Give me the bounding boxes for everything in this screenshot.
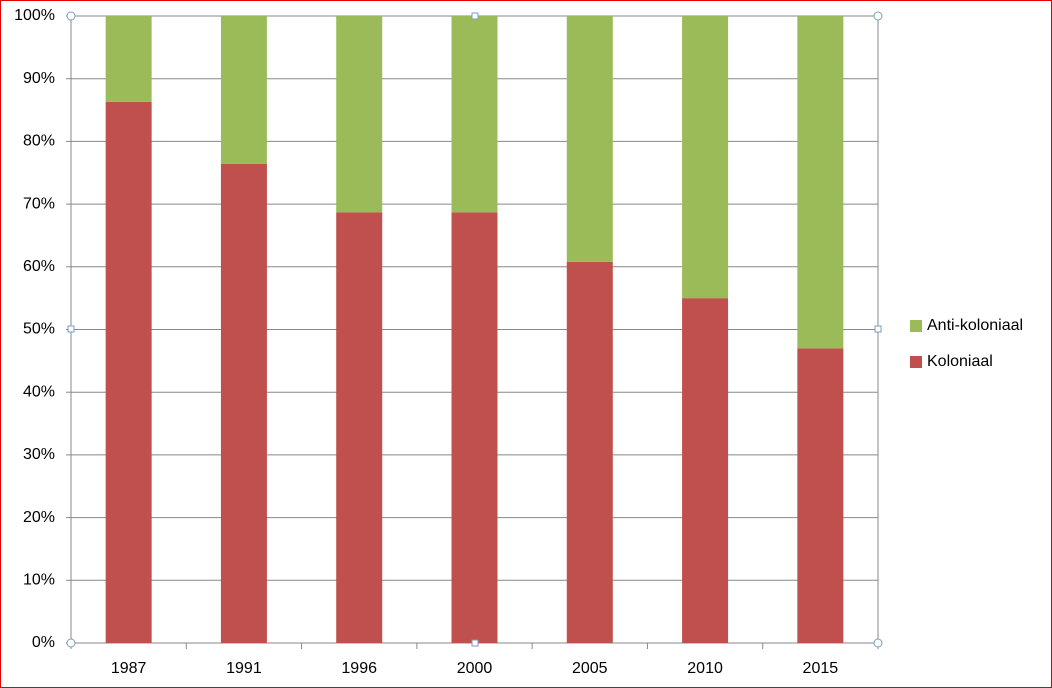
legend-label: Koloniaal <box>927 353 993 370</box>
handle <box>66 11 76 21</box>
y-tick-label: 0% <box>32 634 55 651</box>
x-tick-label: 2000 <box>457 660 493 677</box>
x-tick-label: 1987 <box>111 660 147 677</box>
bar-segment <box>682 16 729 299</box>
y-tick-label: 20% <box>23 509 55 526</box>
y-tick-label: 30% <box>23 446 55 463</box>
y-tick-label: 100% <box>14 7 55 24</box>
x-tick-label: 1996 <box>341 660 377 677</box>
labels: 0% 10% 20% 30% 40% 50% 60% 70% 80% 90% 100% 1987 199… <box>14 7 838 677</box>
handle <box>66 638 76 648</box>
handle <box>873 638 883 648</box>
bar-segment <box>105 101 152 644</box>
y-tick-label: 70% <box>23 195 55 212</box>
bar-segment <box>220 16 267 164</box>
bar-segment <box>336 212 383 643</box>
bar-segment <box>566 261 613 643</box>
y-tick-label: 50% <box>23 321 55 338</box>
y-tick-label: 90% <box>23 70 55 87</box>
bars <box>105 16 844 644</box>
handle <box>471 639 479 647</box>
x-tick-label: 2015 <box>803 660 839 677</box>
legend-swatch <box>910 356 922 368</box>
bar-segment <box>797 16 844 349</box>
bar-segment <box>105 16 152 102</box>
x-tick-label: 2010 <box>687 660 723 677</box>
legend-swatch <box>910 320 922 332</box>
bar-segment <box>220 163 267 644</box>
bar-segment <box>797 348 844 643</box>
handle <box>471 12 479 20</box>
bar-segment <box>682 298 729 643</box>
selection-handles <box>66 11 883 648</box>
y-tick-label: 60% <box>23 258 55 275</box>
handle <box>67 325 75 333</box>
bar-segment <box>451 212 498 643</box>
legend-label: Anti-koloniaal <box>927 317 1023 334</box>
bar-segment <box>566 16 613 262</box>
x-tick-label: 1991 <box>226 660 262 677</box>
handle <box>874 325 882 333</box>
legend: Anti-koloniaal Koloniaal <box>910 317 1023 370</box>
x-tick-label: 2005 <box>572 660 608 677</box>
y-tick-label: 80% <box>23 133 55 150</box>
y-tick-label: 40% <box>23 383 55 400</box>
handle <box>873 11 883 21</box>
bar-segment <box>451 16 498 213</box>
bar-segment <box>336 16 383 213</box>
y-tick-label: 10% <box>23 572 55 589</box>
